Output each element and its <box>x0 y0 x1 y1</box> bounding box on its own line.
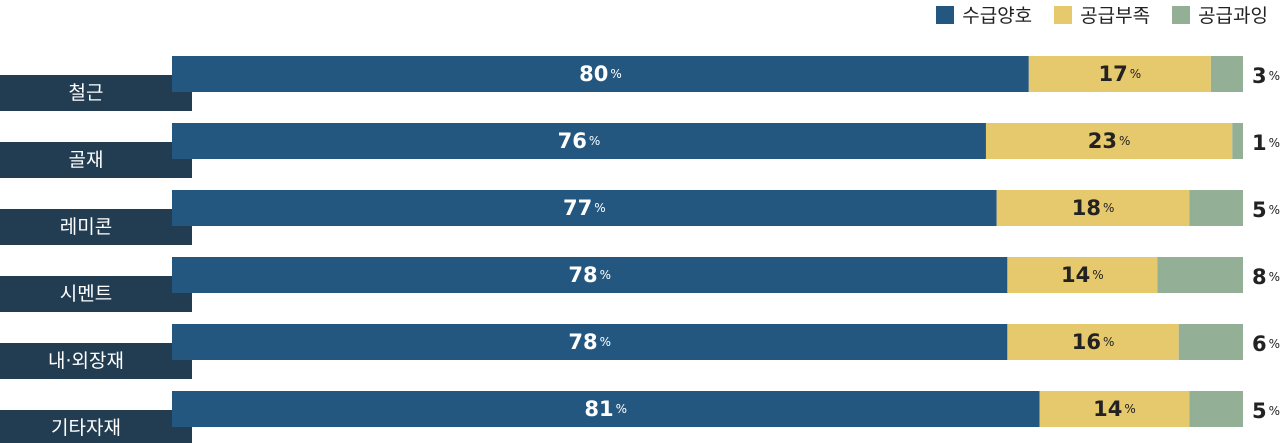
bar-interior-exterior-supply-good <box>172 324 1008 360</box>
category-tag-interior-exterior <box>0 343 192 379</box>
value-label-other-materials-supply-good: 81% <box>584 397 627 421</box>
value-label-other-materials-supply-shortage: 14% <box>1093 397 1136 421</box>
bar-cement-supply-good <box>172 257 1008 293</box>
bar-interior-exterior-supply-shortage <box>1007 324 1179 360</box>
value-label-ready-mixed-concrete-supply-good: 77% <box>563 196 606 220</box>
legend-item-supply-excess: 공급과잉 <box>1172 1 1268 28</box>
value-label-cement-supply-excess: 8% <box>1252 265 1280 289</box>
category-tag-aggregate <box>0 142 192 178</box>
bar-interior-exterior-supply-excess <box>1178 324 1243 360</box>
category-tag-steel <box>0 75 192 111</box>
value-label-aggregate-supply-excess: 1% <box>1252 131 1280 155</box>
value-label-aggregate-supply-shortage: 23% <box>1088 129 1131 153</box>
legend-item-supply-shortage: 공급부족 <box>1054 1 1150 28</box>
bar-cement-supply-shortage <box>1007 257 1158 293</box>
category-label-aggregate: 골재 <box>69 149 104 171</box>
category-label-other-materials: 기타자재 <box>51 417 121 439</box>
value-label-aggregate-supply-good: 76% <box>558 129 601 153</box>
bar-aggregate-supply-good <box>172 123 986 159</box>
value-label-interior-exterior-supply-excess: 6% <box>1252 332 1280 356</box>
value-label-cement-supply-good: 78% <box>568 263 611 287</box>
value-label-steel-supply-excess: 3% <box>1252 64 1280 88</box>
category-tag-ready-mixed-concrete <box>0 209 192 245</box>
legend-item-supply-good: 수급양호 <box>936 1 1032 28</box>
bar-ready-mixed-concrete-supply-good <box>172 190 997 226</box>
value-label-steel-supply-good: 80% <box>579 62 622 86</box>
bar-other-materials-supply-good <box>172 391 1040 427</box>
value-label-cement-supply-shortage: 14% <box>1061 263 1104 287</box>
bar-other-materials-supply-shortage <box>1039 391 1190 427</box>
legend-label-supply-good: 수급양호 <box>962 5 1033 27</box>
bar-cement-supply-excess <box>1157 257 1243 293</box>
category-label-steel: 철근 <box>69 82 104 104</box>
value-label-ready-mixed-concrete-supply-excess: 5% <box>1252 198 1280 222</box>
category-label-interior-exterior: 내·외장재 <box>48 350 124 372</box>
bar-ready-mixed-concrete-supply-excess <box>1189 190 1243 226</box>
bar-steel-supply-good <box>172 56 1029 92</box>
category-label-ready-mixed-concrete: 레미콘 <box>60 216 112 238</box>
bar-other-materials-supply-excess <box>1189 391 1243 427</box>
bar-aggregate-supply-shortage <box>985 123 1233 159</box>
bar-steel-supply-excess <box>1210 56 1243 92</box>
bar-ready-mixed-concrete-supply-shortage <box>996 190 1190 226</box>
bar-aggregate-supply-excess <box>1232 123 1243 159</box>
bar-steel-supply-shortage <box>1028 56 1211 92</box>
value-label-interior-exterior-supply-good: 78% <box>568 330 611 354</box>
legend: 수급양호 공급부족 공급과잉 <box>936 1 1268 28</box>
category-tag-cement <box>0 276 192 312</box>
value-label-interior-exterior-supply-shortage: 16% <box>1072 330 1115 354</box>
value-label-ready-mixed-concrete-supply-shortage: 18% <box>1072 196 1115 220</box>
legend-label-supply-excess: 공급과잉 <box>1198 5 1268 27</box>
category-tag-other-materials <box>0 410 192 443</box>
legend-swatch-supply-shortage <box>1054 5 1073 24</box>
value-label-other-materials-supply-excess: 5% <box>1252 399 1280 423</box>
legend-label-supply-shortage: 공급부족 <box>1080 5 1151 27</box>
legend-swatch-supply-excess <box>1172 5 1191 24</box>
legend-swatch-supply-good <box>936 5 955 24</box>
category-label-cement: 시멘트 <box>60 283 112 305</box>
value-label-steel-supply-shortage: 17% <box>1099 62 1142 86</box>
